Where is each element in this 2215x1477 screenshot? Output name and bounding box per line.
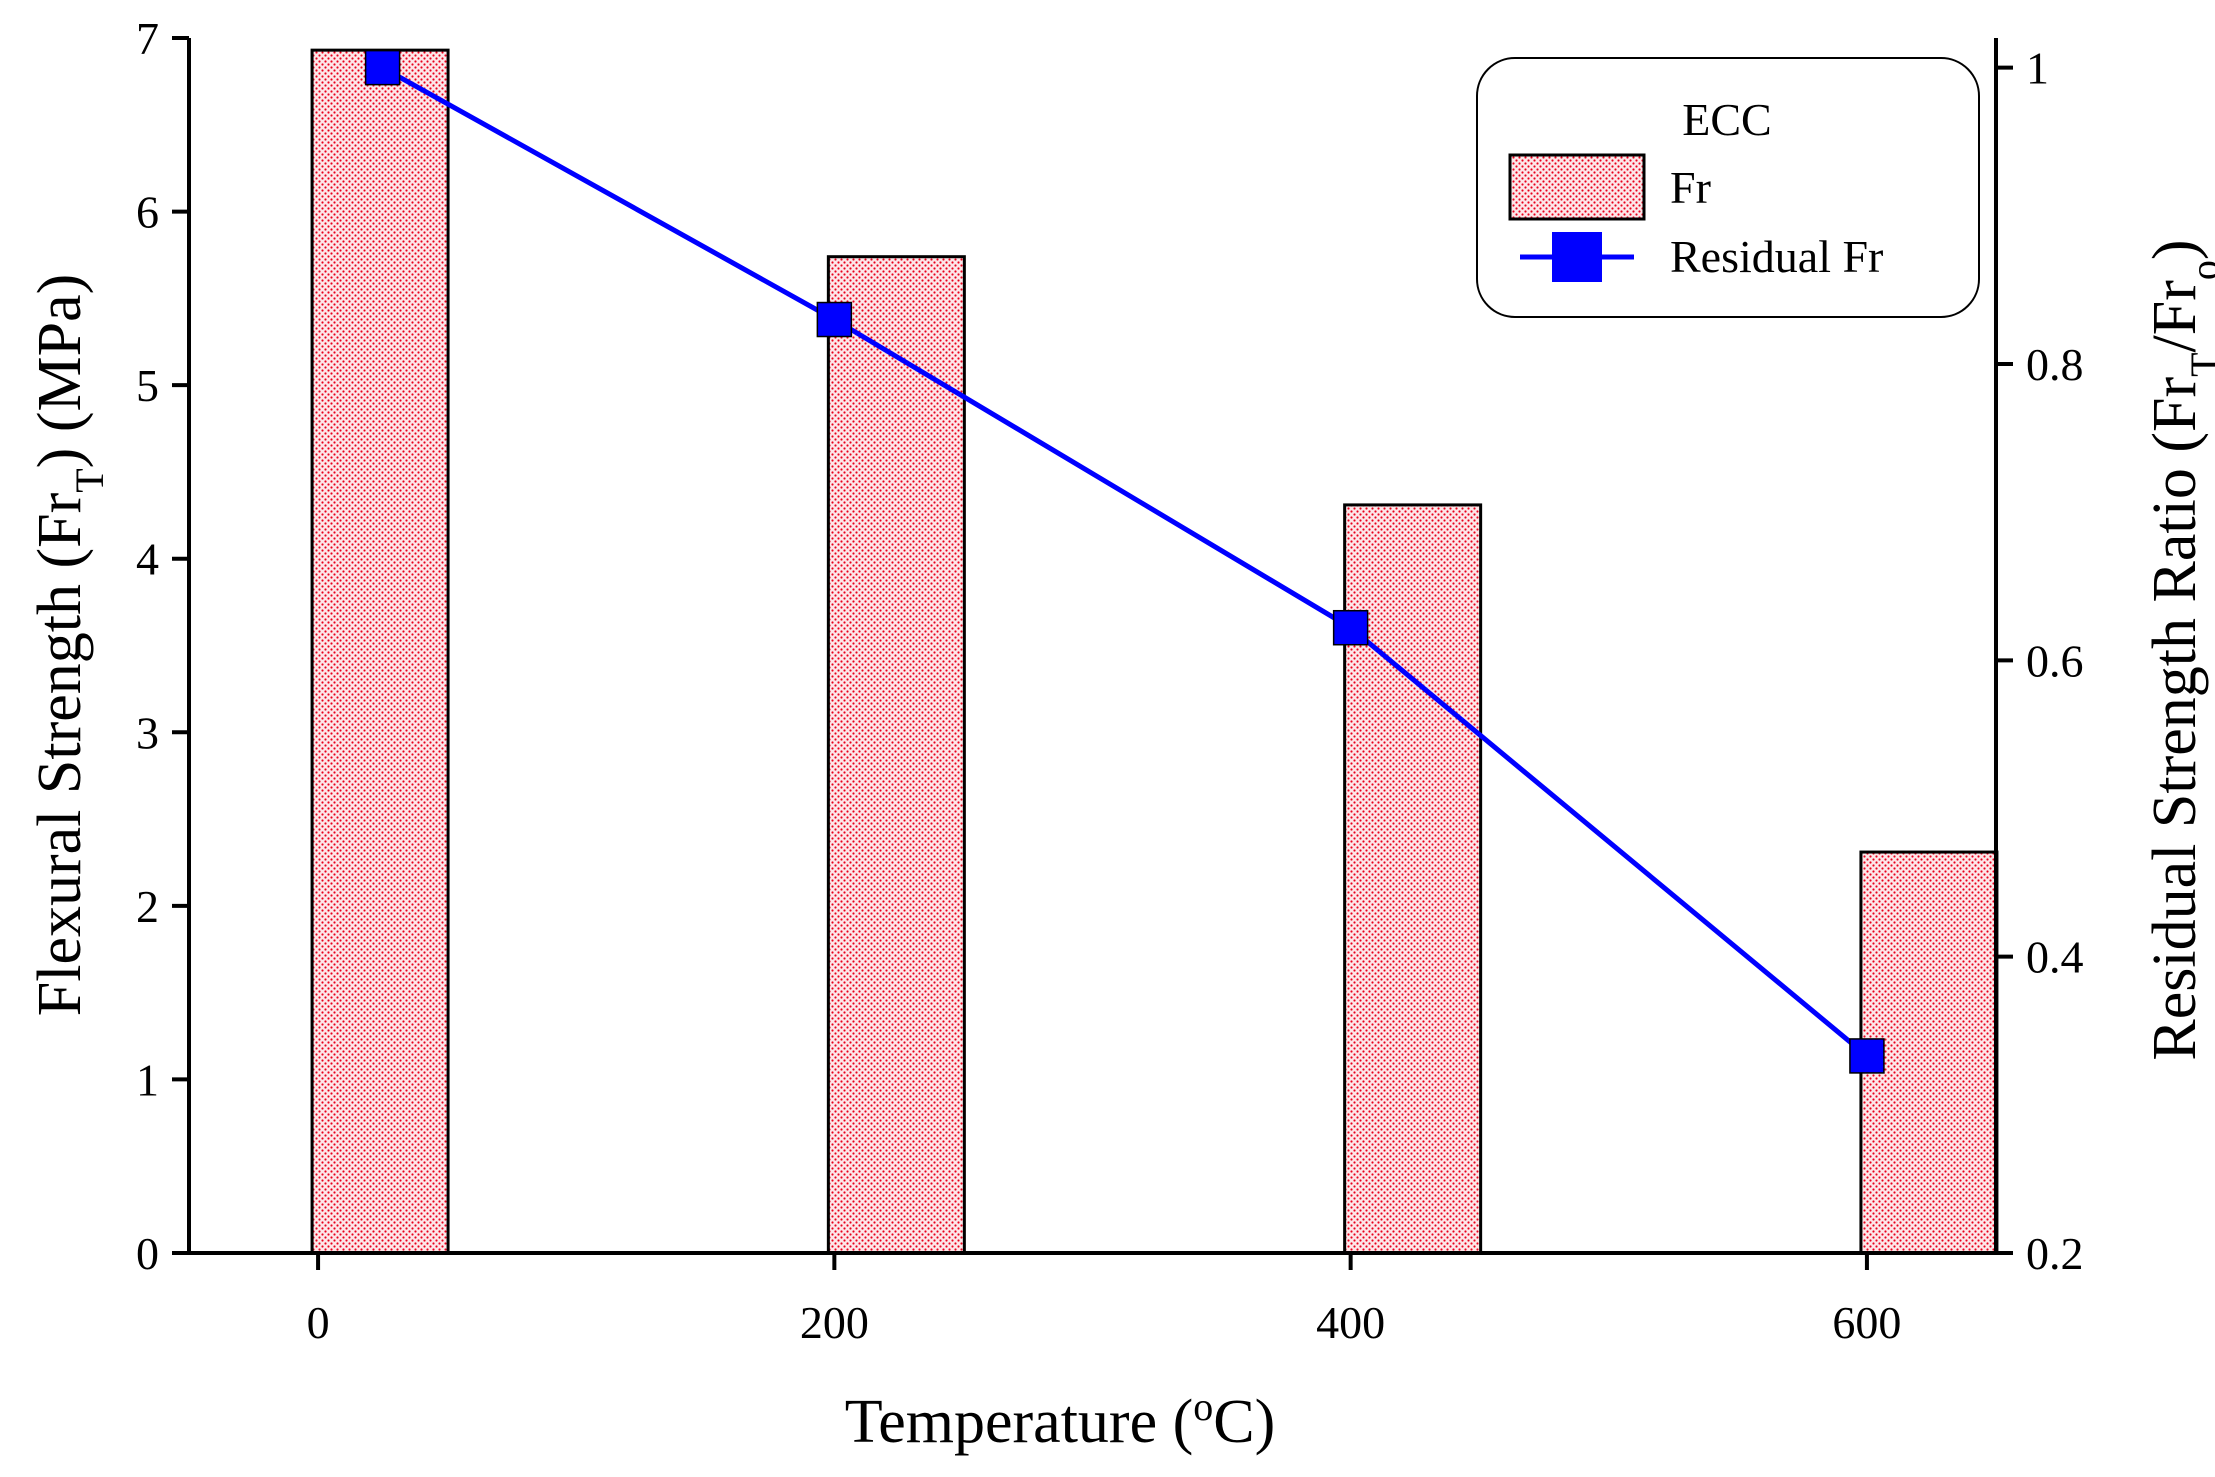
y-left-tick-label-2: 2 [136,881,159,932]
y-left-tick-label-7: 7 [136,13,159,64]
y-left-axis-title: Flexural Strength (FrT) (MPa) [26,274,112,1017]
residual-marker-200 [816,301,853,338]
x-tick-label-200: 200 [800,1297,869,1348]
ticks-layer: 0 1 2 3 4 5 6 7 0.2 0.4 0.6 0.8 1 0 200 400 600 [136,13,2084,1348]
x-tick-label-0: 0 [307,1297,330,1348]
x-tick-label-400: 400 [1316,1297,1385,1348]
legend: ECC Fr Residual Fr [1476,57,1980,318]
x-axis-title: Temperature (oC) [845,1384,1276,1457]
bar-0 [310,48,450,1255]
residual-line [381,65,1869,1058]
bar-200 [826,255,966,1255]
x-tick-label-600: 600 [1832,1297,1901,1348]
y-right-tick-label-0.8: 0.8 [2026,339,2084,390]
residual-marker-600 [1849,1038,1885,1074]
y-left-tick-label-4: 4 [136,534,159,585]
y-left-tick-label-6: 6 [136,187,159,238]
legend-line-marker [1552,232,1602,282]
y-right-tick-label-0.4: 0.4 [2026,932,2084,983]
residual-marker-400 [1332,609,1369,646]
y-left-tick-label-3: 3 [136,707,159,758]
line-layer [364,49,1885,1074]
y-left-tick-label-5: 5 [136,360,159,411]
y-right-tick-label-1: 1 [2026,43,2049,94]
y-right-axis-title: Residual Strength Ratio (FrT/Fro) [2141,239,2215,1060]
legend-bar-label: Fr [1670,162,1711,213]
legend-bar-swatch [1508,153,1646,221]
y-right-tick-label-0.2: 0.2 [2026,1228,2084,1279]
legend-line-label: Residual Fr [1670,231,1883,282]
legend-title: ECC [1682,94,1771,145]
legend-box [1476,57,1980,318]
y-left-tick-label-1: 1 [136,1054,159,1105]
residual-marker-25 [364,49,401,86]
y-right-tick-label-0.6: 0.6 [2026,635,2084,686]
y-left-tick-label-0: 0 [136,1228,159,1279]
